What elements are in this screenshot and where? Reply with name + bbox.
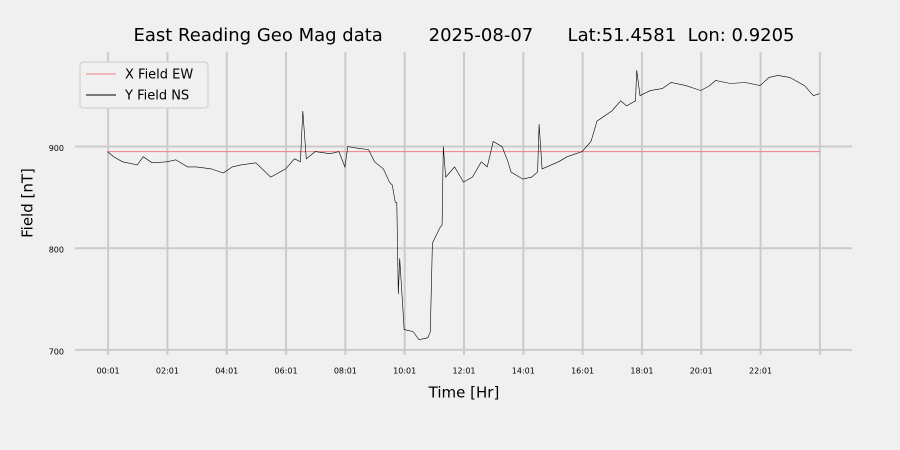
x-tick-label: 12:01 (452, 367, 475, 376)
x-tick-label: 16:01 (571, 367, 594, 376)
y-axis-label: Field [nT] (19, 168, 37, 238)
x-tick-label: 08:01 (334, 367, 357, 376)
y-tick-label: 900 (49, 144, 64, 153)
y-tick-label: 800 (49, 246, 64, 255)
legend: X Field EW Y Field NS (79, 61, 209, 109)
chart-title: East Reading Geo Mag data 2025-08-07 Lat… (133, 25, 794, 46)
legend-label: X Field EW (125, 68, 193, 83)
x-tick-label: 10:01 (393, 367, 416, 376)
y-tick-label: 700 (49, 347, 64, 356)
x-tick-label: 06:01 (275, 367, 298, 376)
data-line (107, 70, 820, 341)
x-tick-label: 20:01 (690, 367, 713, 376)
x-axis-label: Time [Hr] (428, 384, 500, 402)
grid: 700 800 900 00:01 02:01 04:01 06:01 08:01 10:01 1… (49, 52, 852, 376)
x-tick-label: 04:01 (215, 367, 238, 376)
x-tick-label: 00:01 (97, 367, 120, 376)
legend-label: Y Field NS (124, 89, 189, 104)
x-tick-label: 18:01 (630, 367, 653, 376)
x-tick-label: 22:01 (749, 367, 772, 376)
x-tick-label: 02:01 (156, 367, 179, 376)
x-tick-label: 14:01 (512, 367, 535, 376)
plot-lines (107, 70, 820, 341)
